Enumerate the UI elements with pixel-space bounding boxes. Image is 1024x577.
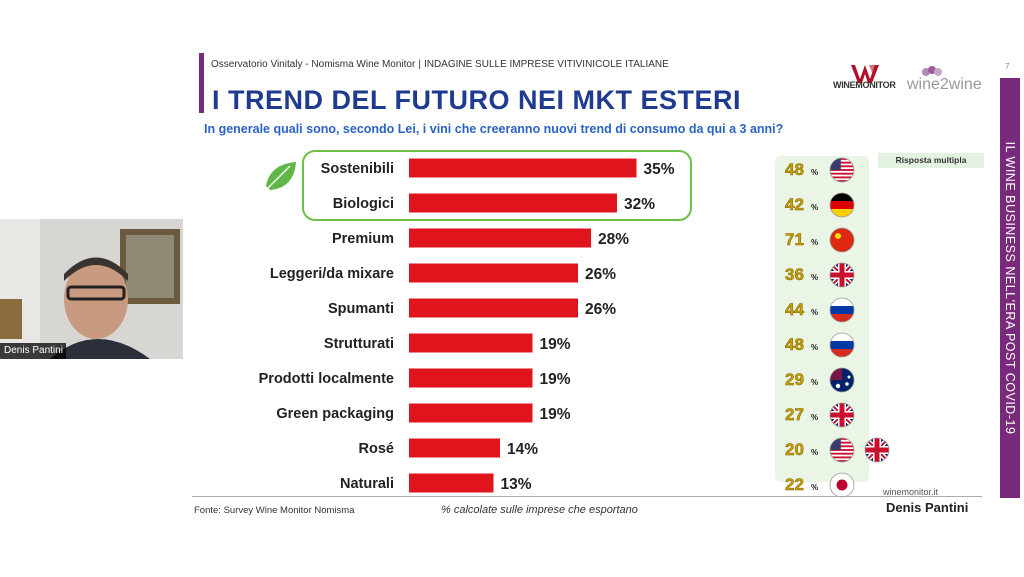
top-market-value: 44 bbox=[785, 300, 804, 319]
winemonitor-logo-icon bbox=[851, 65, 879, 83]
category-label: Premium bbox=[332, 231, 394, 247]
top-market-value: 42 bbox=[785, 195, 804, 214]
breadcrumb-left: Osservatorio Vinitaly - Nomisma Wine Mon… bbox=[211, 59, 416, 70]
accent-bar bbox=[199, 53, 204, 113]
category-label: Prodotti localmente bbox=[259, 371, 394, 387]
category-label: Green packaging bbox=[276, 406, 394, 422]
webcam-feed bbox=[0, 219, 183, 359]
top-market-value: 48 bbox=[785, 160, 804, 179]
category-label: Spumanti bbox=[328, 301, 394, 317]
bar bbox=[409, 333, 533, 353]
value-label: 26% bbox=[585, 301, 616, 318]
value-label: 32% bbox=[624, 196, 655, 213]
wine2wine-logo: wine2wine bbox=[907, 76, 982, 93]
sidebar-banner bbox=[1000, 78, 1020, 498]
bar bbox=[409, 403, 533, 423]
top-market-value: 20 bbox=[785, 440, 804, 459]
top-market-unit: % bbox=[811, 343, 818, 352]
wine2wine-grapes-icon bbox=[922, 66, 942, 76]
highlight-frame bbox=[302, 150, 692, 221]
uk-flag bbox=[864, 437, 890, 463]
breadcrumb-separator: | bbox=[418, 59, 421, 70]
bar bbox=[409, 228, 591, 248]
top-market-unit: % bbox=[811, 448, 818, 457]
category-label: Leggeri/da mixare bbox=[270, 266, 394, 282]
category-label: Rosé bbox=[359, 441, 394, 457]
bar bbox=[409, 298, 578, 318]
top-market-value: 27 bbox=[785, 405, 804, 424]
ru-flag bbox=[829, 297, 855, 323]
ru-flag bbox=[829, 332, 855, 358]
presenter-video-icon bbox=[0, 219, 183, 359]
uk-flag bbox=[829, 402, 855, 428]
bar bbox=[409, 263, 578, 283]
top-market-value: 29 bbox=[785, 370, 804, 389]
value-label: 26% bbox=[585, 266, 616, 283]
bar bbox=[409, 438, 500, 458]
multiple-answer-badge: Risposta multipla bbox=[878, 153, 984, 168]
de-flag bbox=[829, 192, 855, 218]
top-market-unit: % bbox=[811, 273, 818, 282]
leaf-icon bbox=[266, 162, 296, 190]
value-label: 14% bbox=[507, 441, 538, 458]
value-label: 13% bbox=[501, 476, 532, 493]
bar bbox=[409, 158, 637, 178]
author-name: Denis Pantini bbox=[886, 500, 969, 515]
top-market-unit: % bbox=[811, 413, 818, 422]
value-label: 19% bbox=[540, 371, 571, 388]
breadcrumb: Osservatorio Vinitaly - Nomisma Wine Mon… bbox=[211, 59, 669, 70]
jp-flag bbox=[829, 472, 855, 498]
uk-flag bbox=[829, 262, 855, 288]
cn-flag bbox=[829, 227, 855, 253]
top-market-unit: % bbox=[811, 378, 818, 387]
us-flag bbox=[829, 157, 855, 183]
us-flag bbox=[829, 437, 855, 463]
slide-title: I TREND DEL FUTURO NEI MKT ESTERI bbox=[212, 85, 742, 115]
top-market-unit: % bbox=[811, 203, 818, 212]
top-market-unit: % bbox=[811, 168, 818, 177]
footnote: % calcolate sulle imprese che esportano bbox=[441, 504, 638, 516]
footer-divider bbox=[192, 496, 982, 497]
top-market-value: 48 bbox=[785, 335, 804, 354]
source-note: Fonte: Survey Wine Monitor Nomisma bbox=[194, 505, 355, 516]
top-market-unit: % bbox=[811, 238, 818, 247]
chart-question: In generale quali sono, secondo Lei, i v… bbox=[204, 122, 784, 136]
winemonitor-logo-text: WINEMONITOR bbox=[833, 80, 896, 90]
value-label: 19% bbox=[540, 336, 571, 353]
category-label: Strutturati bbox=[324, 336, 394, 352]
presenter-name-label: Denis Pantini bbox=[0, 343, 66, 359]
breadcrumb-right: INDAGINE SULLE IMPRESE VITIVINICOLE ITAL… bbox=[423, 59, 669, 70]
value-label: 35% bbox=[644, 161, 675, 178]
top-market-value: 36 bbox=[785, 265, 804, 284]
au-flag bbox=[829, 367, 855, 393]
category-label: Sostenibili bbox=[321, 161, 394, 177]
bar bbox=[409, 193, 617, 213]
value-label: 19% bbox=[540, 406, 571, 423]
top-market-unit: % bbox=[811, 483, 818, 492]
top-market-unit: % bbox=[811, 308, 818, 317]
category-label: Naturali bbox=[340, 476, 394, 492]
page-number: 7 bbox=[1005, 62, 1010, 71]
bar bbox=[409, 368, 533, 388]
top-market-value: 22 bbox=[785, 475, 804, 494]
category-label: Biologici bbox=[333, 196, 394, 212]
top-market-value: 71 bbox=[785, 230, 804, 249]
value-label: 28% bbox=[598, 231, 629, 248]
site-url: winemonitor.it bbox=[883, 487, 939, 497]
bar bbox=[409, 473, 494, 493]
